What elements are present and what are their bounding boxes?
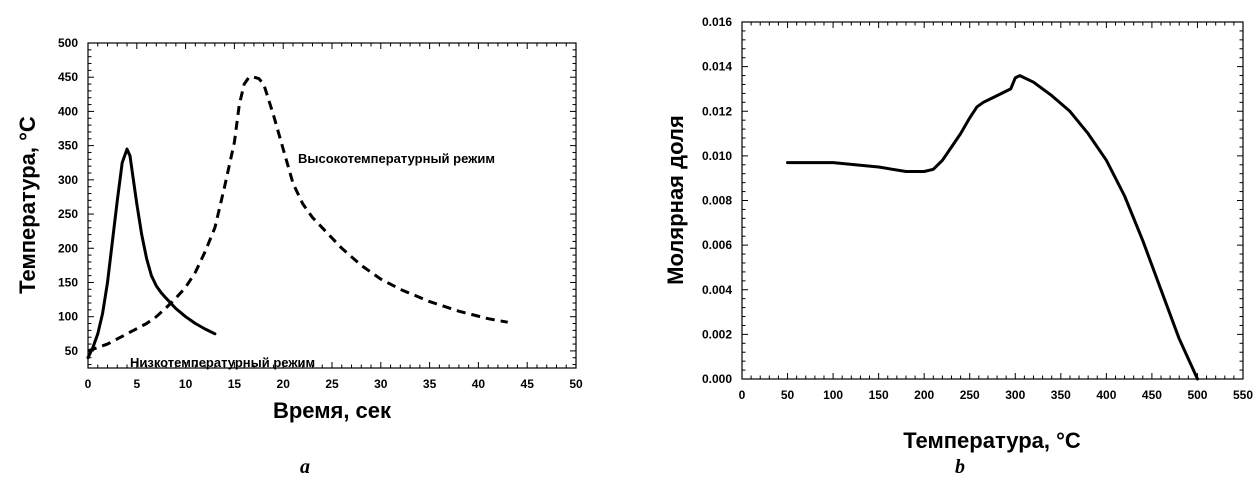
y-tick-label: 50 xyxy=(65,344,79,358)
y-tick-label: 350 xyxy=(58,139,78,153)
y-tick-label: 0.010 xyxy=(702,149,732,163)
x-tick-label: 15 xyxy=(228,377,242,391)
x-tick-label: 300 xyxy=(1005,388,1025,402)
x-tick-label: 50 xyxy=(781,388,795,402)
y-axis-title: Температура, °C xyxy=(15,116,40,294)
y-tick-label: 400 xyxy=(58,104,78,118)
panel-letter: b xyxy=(955,456,965,478)
y-tick-label: 0.000 xyxy=(702,372,732,386)
x-axis-title: Время, сек xyxy=(273,398,392,423)
x-tick-label: 10 xyxy=(179,377,193,391)
y-tick-label: 100 xyxy=(58,310,78,324)
y-tick-label: 0.016 xyxy=(702,15,732,29)
plot-frame xyxy=(87,42,577,369)
x-tick-label: 30 xyxy=(374,377,388,391)
series-line-0 xyxy=(86,147,217,360)
y-tick-label: 450 xyxy=(58,70,78,84)
x-tick-label: 20 xyxy=(277,377,291,391)
panel-b-chart: 0 50 100 150 200 250 300 350 400 450 500 550 0.000 0.… xyxy=(663,15,1253,478)
y-tick-label: 300 xyxy=(58,173,78,187)
panel-letter: a xyxy=(300,456,310,478)
plot-frame xyxy=(741,21,1244,380)
x-tick-label: 45 xyxy=(521,377,535,391)
y-tick-label: 150 xyxy=(58,275,78,289)
x-tick-label: 25 xyxy=(325,377,339,391)
annotation-low-mode: Низкотемпературный режим xyxy=(130,355,315,370)
y-tick-label: 0.008 xyxy=(702,194,732,208)
x-tick-label: 550 xyxy=(1233,388,1253,402)
x-tick-label: 150 xyxy=(869,388,889,402)
x-tick-label: 450 xyxy=(1142,388,1162,402)
x-tick-label: 50 xyxy=(569,377,583,391)
annotation-high-mode: Высокотемпературный режим xyxy=(298,151,495,166)
y-tick-label: 0.014 xyxy=(702,60,732,74)
y-axis-title: Молярная доля xyxy=(663,115,688,285)
y-tick-label: 250 xyxy=(58,207,78,221)
x-tick-label: 0 xyxy=(85,377,92,391)
x-axis-title: Температура, °C xyxy=(903,428,1081,453)
x-tick-label: 500 xyxy=(1187,388,1207,402)
y-tick-label: 500 xyxy=(58,36,78,50)
y-tick-label: 0.012 xyxy=(702,104,732,118)
x-tick-label: 350 xyxy=(1051,388,1071,402)
series-line-0 xyxy=(786,74,1199,381)
x-tick-label: 35 xyxy=(423,377,437,391)
x-tick-label: 5 xyxy=(133,377,140,391)
y-tick-label: 0.002 xyxy=(702,327,732,341)
x-tick-label: 100 xyxy=(823,388,843,402)
y-tick-label: 200 xyxy=(58,241,78,255)
x-tick-label: 0 xyxy=(739,388,746,402)
x-tick-label: 200 xyxy=(914,388,934,402)
panel-a-chart: 0 5 10 15 20 25 30 35 40 45 50 50 100 150 200 250 300 350… xyxy=(15,36,583,478)
y-tick-label: 0.004 xyxy=(702,283,732,297)
series-line-1 xyxy=(87,75,508,353)
y-tick-label: 0.006 xyxy=(702,238,732,252)
x-tick-label: 40 xyxy=(472,377,486,391)
x-tick-label: 400 xyxy=(1096,388,1116,402)
x-tick-label: 250 xyxy=(960,388,980,402)
